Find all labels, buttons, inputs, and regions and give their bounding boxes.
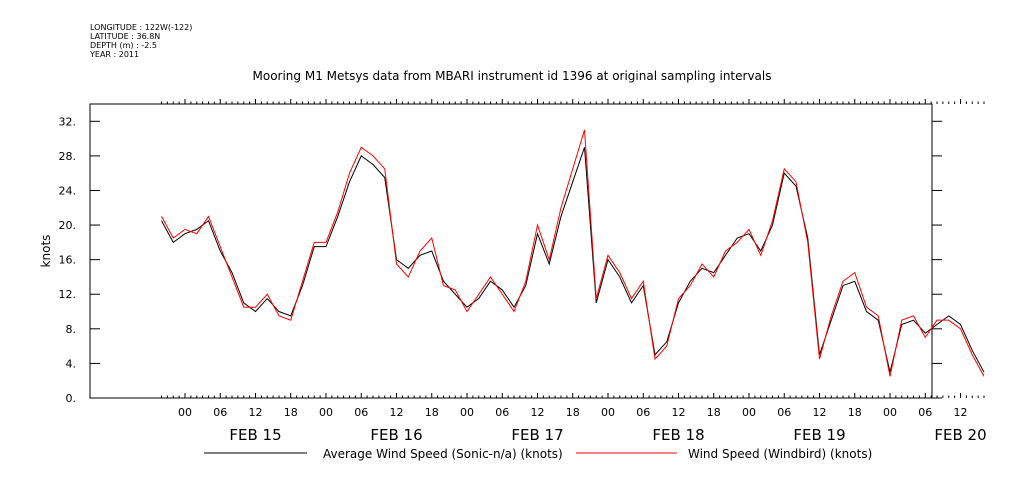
x-tick-label: 00 <box>601 406 615 419</box>
plot-frame <box>89 103 933 399</box>
x-tick-label: 00 <box>742 406 756 419</box>
legend-label-average: Average Wind Speed (Sonic-n/a) (knots) <box>323 447 563 461</box>
series-line-average <box>161 147 985 373</box>
y-axis-label: knots <box>39 235 53 268</box>
x-day-label: FEB 16 <box>370 426 422 444</box>
axis-ticks: 00 06 12 18 00 06 12 18 00 06 12 18 00 06 12 18 00 06 12 18… <box>59 99 987 444</box>
y-tick-label: 28. <box>59 150 77 163</box>
legend: Average Wind Speed (Sonic-n/a) (knots) W… <box>204 447 872 461</box>
y-tick-label: 12. <box>59 288 77 301</box>
legend-label-windbird: Wind Speed (Windbird) (knots) <box>688 447 872 461</box>
x-tick-label: 00 <box>178 406 192 419</box>
x-tick-label: 06 <box>354 406 368 419</box>
x-tick-label: 18 <box>848 406 862 419</box>
y-tick-label: 20. <box>59 219 77 232</box>
x-tick-label: 12 <box>672 406 686 419</box>
x-tick-label: 12 <box>531 406 545 419</box>
x-tick-label: 00 <box>460 406 474 419</box>
x-day-label: FEB 18 <box>652 426 704 444</box>
x-tick-label: 06 <box>918 406 932 419</box>
x-tick-label: 06 <box>495 406 509 419</box>
x-day-label: FEB 20 <box>934 426 986 444</box>
y-tick-label: 32. <box>59 115 77 128</box>
x-tick-label: 12 <box>390 406 404 419</box>
x-day-label: FEB 17 <box>511 426 563 444</box>
longitude-label: LONGITUDE : 122W(-122) <box>90 23 193 32</box>
chart-title: Mooring M1 Metsys data from MBARI instru… <box>253 69 772 83</box>
year-label: YEAR : 2011 <box>90 50 140 59</box>
y-tick-label: 16. <box>59 254 77 267</box>
x-tick-label: 06 <box>777 406 791 419</box>
series-group <box>161 129 985 377</box>
y-tick-label: 4. <box>66 357 77 370</box>
series-line-windbird <box>161 129 985 377</box>
depth-label: DEPTH (m) : -2.5 <box>90 41 157 50</box>
y-tick-label: 24. <box>59 184 77 197</box>
x-tick-label: 00 <box>883 406 897 419</box>
x-tick-label: 18 <box>425 406 439 419</box>
latitude-label: LATITUDE : 36.8N <box>90 32 161 41</box>
x-tick-label: 06 <box>213 406 227 419</box>
x-tick-label: 00 <box>319 406 333 419</box>
x-tick-label: 12 <box>954 406 968 419</box>
y-tick-label: 8. <box>66 323 77 336</box>
x-tick-label: 12 <box>249 406 263 419</box>
y-tick-label: 0. <box>66 392 77 405</box>
x-tick-label: 18 <box>707 406 721 419</box>
x-tick-label: 18 <box>284 406 298 419</box>
x-tick-label: 06 <box>636 406 650 419</box>
x-day-label: FEB 19 <box>793 426 845 444</box>
x-tick-label: 18 <box>566 406 580 419</box>
x-day-label: FEB 15 <box>229 426 281 444</box>
x-tick-label: 12 <box>813 406 827 419</box>
